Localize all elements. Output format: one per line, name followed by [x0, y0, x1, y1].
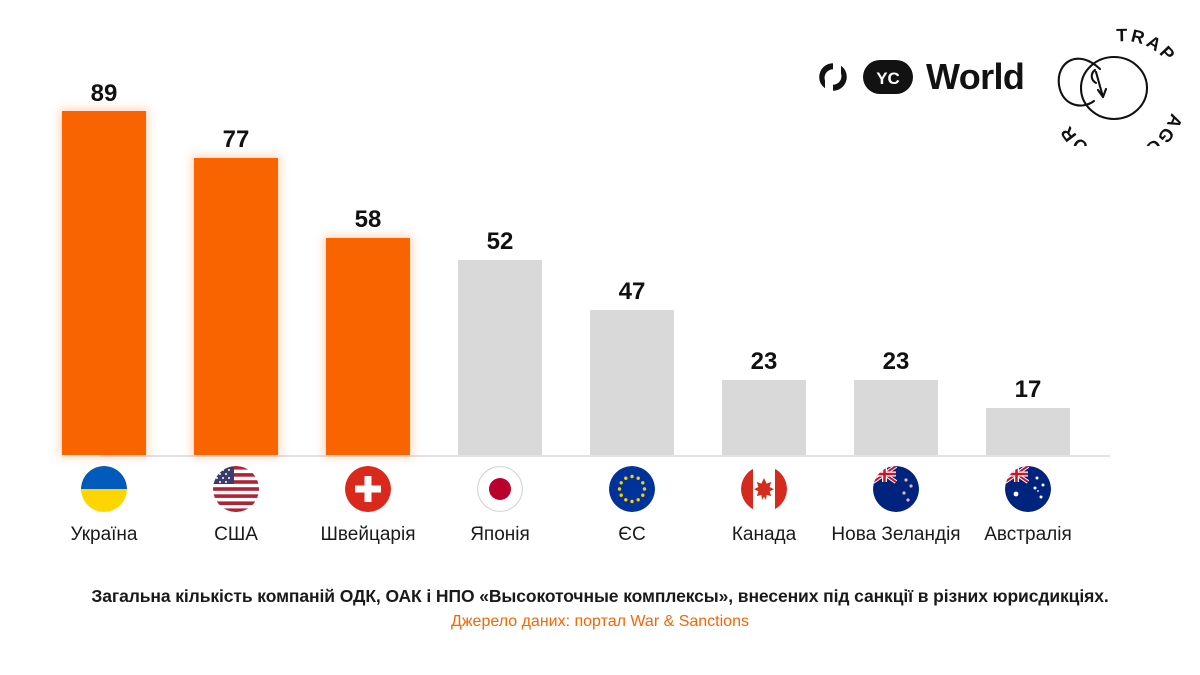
bar-value-label: 77 [222, 126, 250, 153]
bar-value-label: 23 [882, 348, 910, 375]
svg-text:YC: YC [876, 69, 900, 88]
japan-flag-icon [477, 466, 523, 512]
australia-flag-icon [1005, 466, 1051, 512]
bar-category-label: ЄС [618, 524, 646, 545]
bar-category-label: Японія [470, 524, 530, 545]
bar-value-label: 47 [618, 278, 646, 305]
bar-group-eu: 47 ЄС [564, 0, 700, 580]
bar-group-new-zealand: 23 Нова Зе [828, 0, 964, 580]
bar-rect[interactable] [458, 260, 542, 455]
bar-rect[interactable] [62, 111, 146, 455]
canada-flag-icon [741, 466, 787, 512]
bar-category-label: Україна [70, 524, 138, 545]
bar-value-label: 52 [486, 228, 514, 255]
bar-group-ukraine: 89 Україна [36, 0, 172, 580]
chart-baseline [100, 455, 1110, 457]
bar-group-australia: 17 [960, 0, 1096, 580]
refresh-ring-icon [816, 60, 850, 94]
bar-group-switzerland: 58 Швейцарія [300, 0, 436, 580]
bar-value-label: 58 [354, 206, 382, 233]
bar-value-label: 17 [1014, 376, 1042, 403]
bar-chart: 89 Україна 77 [36, 0, 1110, 580]
bar-rect[interactable] [326, 238, 410, 455]
data-source-label: Джерело даних: портал War & Sanctions [451, 613, 749, 630]
bar-category-label: Канада [731, 524, 797, 545]
bar-category-label: США [214, 524, 258, 545]
yc-world-label: World [926, 56, 1025, 97]
usa-flag-icon [213, 466, 259, 512]
bar-group-japan: 52 Японія [432, 0, 568, 580]
yc-world-logo: YC World [816, 56, 1025, 97]
bar-rect[interactable] [854, 380, 938, 455]
yc-badge-icon: YC [863, 60, 913, 94]
ukraine-flag-icon [81, 466, 127, 512]
bar-rect[interactable] [722, 380, 806, 455]
new-zealand-flag-icon [873, 466, 919, 512]
chart-caption: Загальна кількість компаній ОДК, ОАК і Н… [91, 586, 1109, 606]
header-logos: YC World TRAP [0, 0, 1200, 169]
bar-group-usa: 77 [168, 0, 304, 580]
bar-rect[interactable] [590, 310, 674, 455]
bar-group-canada: 23 Канада [696, 0, 832, 580]
bar-rect[interactable] [986, 408, 1070, 455]
bar-category-label: Швейцарія [320, 524, 416, 545]
bar-rect[interactable] [194, 158, 278, 455]
bar-category-label: Нова Зеландія [831, 524, 961, 545]
footer: Загальна кількість компаній ОДК, ОАК і Н… [0, 586, 1200, 631]
bar-value-label: 89 [90, 80, 118, 107]
eu-flag-icon [609, 466, 655, 512]
bar-category-label: Австралія [984, 524, 1072, 545]
switzerland-flag-icon [345, 466, 391, 512]
bar-value-label: 23 [750, 348, 778, 375]
